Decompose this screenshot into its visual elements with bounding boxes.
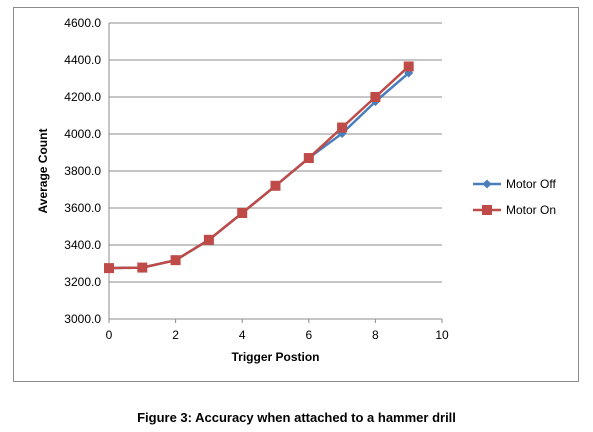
chart-frame: 3000.0 3200.0 3400.0 3600.0 3800.0 4000.0 4200…	[13, 7, 579, 382]
data-point-motor-on	[270, 180, 281, 191]
data-point-motor-on	[237, 207, 248, 218]
data-point-motor-on	[403, 61, 414, 72]
legend-marker-motor-on	[482, 205, 492, 215]
data-point-motor-on	[203, 234, 214, 245]
y-tick-label: 4600.0	[64, 16, 101, 30]
x-tick-label: 2	[172, 328, 179, 342]
x-tick-label: 8	[372, 328, 379, 342]
y-tick-label: 3200.0	[64, 275, 101, 289]
y-tick-label: 4200.0	[64, 90, 101, 104]
y-tick-label: 3800.0	[64, 164, 101, 178]
y-axis-title: Average Count	[36, 129, 50, 214]
x-axis-title: Trigger Postion	[231, 350, 319, 364]
data-point-motor-on	[170, 255, 181, 266]
series-line-motor-on	[108, 65, 410, 270]
x-tick-label: 4	[239, 328, 246, 342]
x-tick-label: 10	[435, 328, 449, 342]
y-tick-label: 3600.0	[64, 201, 101, 215]
data-point-motor-on	[370, 92, 381, 102]
y-tick-label: 4000.0	[64, 127, 101, 141]
legend-label-motor-off: Motor Off	[506, 177, 556, 191]
y-tick-label: 3400.0	[64, 238, 101, 252]
figure-caption: Figure 3: Accuracy when attached to a ha…	[137, 410, 456, 425]
data-point-motor-on	[337, 122, 348, 133]
x-tick-label: 0	[106, 328, 113, 342]
y-tick-label: 3000.0	[64, 312, 101, 326]
line-chart: 3000.0 3200.0 3400.0 3600.0 3800.0 4000.0 4200…	[36, 16, 556, 364]
data-point-motor-on	[303, 153, 314, 164]
x-tick-label: 6	[305, 328, 312, 342]
data-point-motor-on	[137, 262, 148, 273]
data-point-motor-off	[404, 68, 414, 78]
legend-label-motor-on: Motor On	[506, 203, 556, 217]
data-point-motor-on	[104, 263, 114, 274]
legend-marker-motor-off	[482, 179, 492, 189]
y-tick-label: 4400.0	[64, 53, 101, 67]
